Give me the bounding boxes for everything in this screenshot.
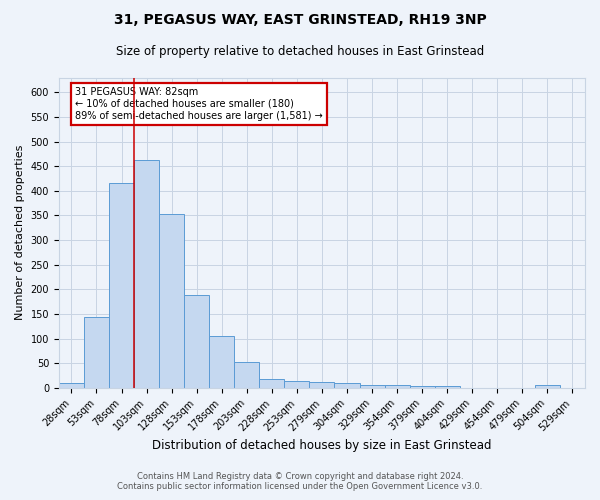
Bar xyxy=(109,184,134,388)
Y-axis label: Number of detached properties: Number of detached properties xyxy=(15,145,25,320)
Bar xyxy=(410,386,434,388)
Bar xyxy=(259,379,284,388)
Bar xyxy=(209,336,234,388)
X-axis label: Distribution of detached houses by size in East Grinstead: Distribution of detached houses by size … xyxy=(152,440,492,452)
Bar xyxy=(535,386,560,388)
Bar xyxy=(359,386,385,388)
Bar xyxy=(334,383,359,388)
Bar xyxy=(84,318,109,388)
Text: Contains HM Land Registry data © Crown copyright and database right 2024.
Contai: Contains HM Land Registry data © Crown c… xyxy=(118,472,482,491)
Bar xyxy=(234,362,259,388)
Text: 31, PEGASUS WAY, EAST GRINSTEAD, RH19 3NP: 31, PEGASUS WAY, EAST GRINSTEAD, RH19 3N… xyxy=(113,12,487,26)
Bar xyxy=(434,386,460,388)
Bar xyxy=(385,386,410,388)
Text: Size of property relative to detached houses in East Grinstead: Size of property relative to detached ho… xyxy=(116,45,484,58)
Bar xyxy=(184,296,209,388)
Bar xyxy=(284,381,310,388)
Bar xyxy=(159,214,184,388)
Text: 31 PEGASUS WAY: 82sqm
← 10% of detached houses are smaller (180)
89% of semi-det: 31 PEGASUS WAY: 82sqm ← 10% of detached … xyxy=(75,88,323,120)
Bar xyxy=(59,383,84,388)
Bar xyxy=(134,160,159,388)
Bar xyxy=(310,382,334,388)
